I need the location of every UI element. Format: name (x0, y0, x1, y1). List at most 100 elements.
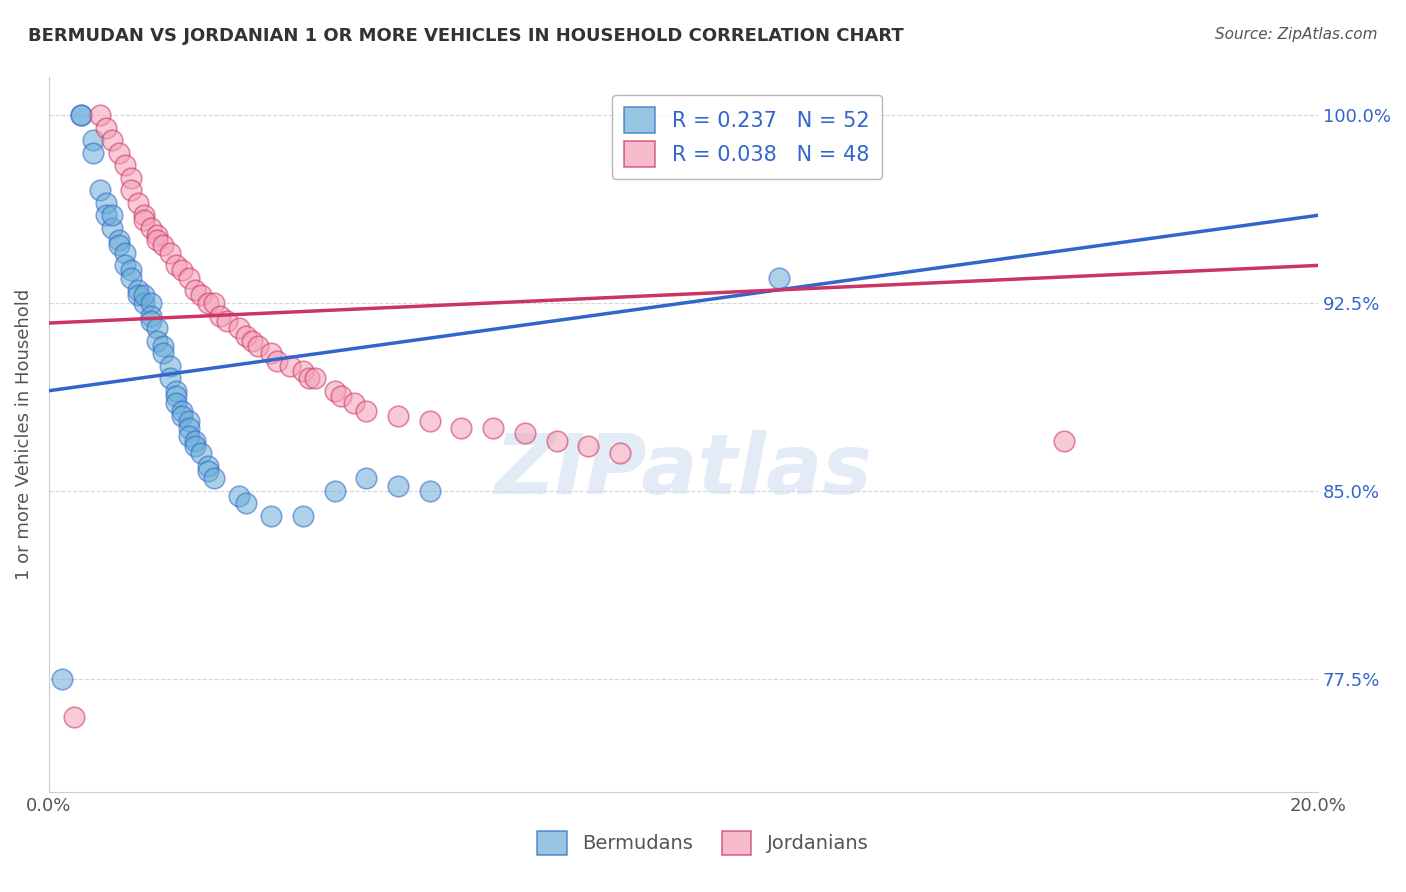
Point (139, 313, 162, 327)
Point (134, 213, 156, 227)
Point (51, 672, 73, 686)
Point (139, 309, 162, 323)
Point (63, 709, 86, 723)
Point (159, 359, 181, 373)
Point (184, 434, 207, 448)
Point (121, 170, 143, 185)
Point (323, 384, 346, 398)
Point (101, 208, 124, 222)
Point (209, 309, 232, 323)
Text: Source: ZipAtlas.com: Source: ZipAtlas.com (1215, 27, 1378, 42)
Point (152, 238, 174, 252)
Point (165, 384, 187, 398)
Point (159, 245, 181, 260)
Point (202, 471, 225, 485)
Point (202, 296, 225, 310)
Legend: Bermudans, Jordanians: Bermudans, Jordanians (527, 822, 879, 864)
Point (152, 346, 174, 360)
Point (546, 434, 568, 448)
Point (114, 245, 136, 260)
Point (69, 108, 91, 122)
Point (266, 353, 288, 368)
Point (139, 220, 162, 235)
Legend: R = 0.237   N = 52, R = 0.038   N = 48: R = 0.237 N = 52, R = 0.038 N = 48 (612, 95, 883, 179)
Point (197, 464, 219, 478)
Point (94, 195, 117, 210)
Point (482, 421, 505, 435)
Point (228, 321, 250, 335)
Point (304, 371, 326, 385)
Point (291, 508, 314, 523)
Point (177, 421, 200, 435)
Point (165, 389, 187, 403)
Point (190, 288, 212, 302)
Point (576, 439, 599, 453)
Point (329, 389, 352, 403)
Point (356, 471, 378, 485)
Point (184, 284, 207, 298)
Point (247, 338, 270, 352)
Point (139, 296, 162, 310)
Text: BERMUDAN VS JORDANIAN 1 OR MORE VEHICLES IN HOUSEHOLD CORRELATION CHART: BERMUDAN VS JORDANIAN 1 OR MORE VEHICLES… (28, 27, 904, 45)
Point (107, 145, 129, 160)
Point (69, 108, 91, 122)
Point (235, 328, 257, 343)
Point (94, 120, 117, 135)
Point (172, 409, 194, 423)
Point (298, 371, 321, 385)
Point (387, 479, 409, 493)
Point (165, 396, 187, 410)
Point (172, 403, 194, 417)
Point (121, 183, 143, 197)
Point (197, 296, 219, 310)
Point (134, 288, 156, 302)
Point (768, 271, 790, 285)
Point (228, 489, 250, 503)
Point (165, 259, 187, 273)
Point (121, 263, 143, 277)
Point (190, 446, 212, 460)
Point (107, 238, 129, 252)
Point (146, 334, 169, 348)
Point (152, 338, 174, 352)
Point (107, 233, 129, 247)
Point (177, 429, 200, 443)
Point (197, 458, 219, 473)
Point (127, 284, 149, 298)
Point (260, 508, 283, 523)
Point (94, 208, 117, 222)
Point (127, 288, 149, 302)
Point (146, 233, 169, 247)
Point (278, 359, 301, 373)
Point (159, 371, 181, 385)
Point (235, 496, 257, 510)
Y-axis label: 1 or more Vehicles in Household: 1 or more Vehicles in Household (15, 289, 32, 580)
Point (177, 414, 200, 428)
Point (450, 421, 472, 435)
Point (127, 195, 149, 210)
Point (114, 259, 136, 273)
Point (82, 145, 104, 160)
Point (184, 439, 207, 453)
Point (89, 183, 111, 197)
Point (172, 263, 194, 277)
Point (146, 321, 169, 335)
Point (82, 133, 104, 147)
Point (387, 409, 409, 423)
Point (215, 313, 238, 327)
Point (114, 158, 136, 172)
Point (609, 446, 631, 460)
Point (177, 271, 200, 285)
Point (134, 296, 156, 310)
Point (101, 220, 124, 235)
Point (121, 271, 143, 285)
Point (323, 483, 346, 498)
Point (240, 334, 263, 348)
Point (101, 133, 124, 147)
Point (134, 208, 156, 222)
Point (342, 396, 364, 410)
Point (89, 108, 111, 122)
Point (1053, 434, 1076, 448)
Point (513, 426, 536, 441)
Point (356, 403, 378, 417)
